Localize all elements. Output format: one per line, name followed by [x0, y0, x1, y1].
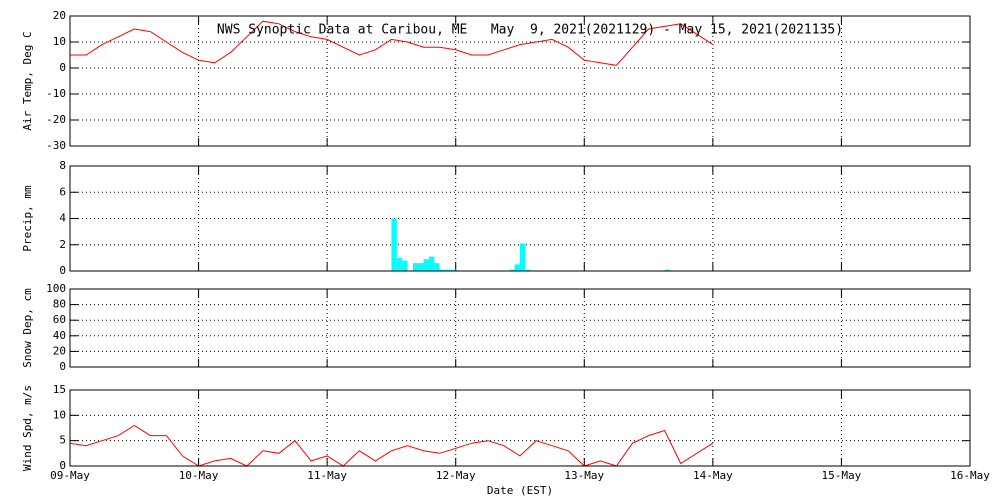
bar — [514, 264, 520, 271]
bar — [434, 263, 440, 271]
y-tick-label: 8 — [59, 159, 66, 172]
y-tick-label: 80 — [53, 298, 66, 311]
y-tick-label: 6 — [59, 185, 66, 198]
x-axis-label: Date (EST) — [487, 484, 553, 497]
chart-title: NWS Synoptic Data at Caribou, ME May 9, … — [217, 23, 843, 38]
plot-frame — [69, 288, 971, 368]
bar — [509, 269, 515, 271]
x-tick-label: 13-May — [564, 469, 604, 482]
x-tick-label: 16-May — [950, 469, 990, 482]
y-tick-label: 10 — [53, 35, 66, 48]
y-tick-label: 20 — [53, 9, 66, 22]
y-tick-label: 0 — [59, 360, 66, 373]
y-axis-label: Precip, mm — [21, 185, 34, 252]
y-axis-label: Snow Dep, cm — [21, 288, 34, 368]
y-tick-label: 10 — [53, 408, 66, 421]
y-tick-label: 60 — [53, 313, 66, 326]
bar — [525, 269, 531, 271]
plot-frame — [69, 15, 971, 147]
y-tick-label: 0 — [59, 264, 66, 277]
x-tick-label: 12-May — [436, 469, 476, 482]
y-tick-label: 40 — [53, 329, 66, 342]
plot-frame — [69, 389, 971, 467]
bar — [450, 269, 456, 271]
y-tick-label: 0 — [59, 61, 66, 74]
plot-frame — [69, 165, 971, 272]
bar — [391, 218, 397, 271]
x-tick-label: 09-May — [50, 469, 90, 482]
y-tick-label: -30 — [46, 139, 66, 152]
y-tick-label: 15 — [53, 383, 66, 396]
bar — [520, 243, 526, 271]
bar — [418, 263, 424, 271]
y-tick-label: -10 — [46, 87, 66, 100]
bar — [445, 269, 451, 271]
y-tick-label: 2 — [59, 238, 66, 251]
y-tick-label: 5 — [59, 434, 66, 447]
bar — [402, 260, 408, 271]
y-tick-label: -20 — [46, 113, 66, 126]
bar — [423, 259, 429, 271]
bar — [428, 256, 435, 271]
y-tick-label: 100 — [46, 282, 66, 295]
y-tick-label: 20 — [53, 344, 66, 357]
data-line — [70, 20, 714, 66]
bar — [396, 257, 403, 271]
x-tick-label: 14-May — [693, 469, 733, 482]
x-tick-label: 15-May — [822, 469, 862, 482]
x-tick-label: 11-May — [307, 469, 347, 482]
x-tick-label: 10-May — [179, 469, 219, 482]
data-line — [69, 424, 714, 467]
y-tick-label: 4 — [59, 212, 66, 225]
bar — [664, 269, 670, 271]
y-tick-label: 0 — [59, 459, 66, 472]
bar — [439, 269, 445, 271]
y-axis-label: Wind Spd, m/s — [21, 385, 34, 471]
bar — [412, 263, 419, 271]
y-axis-label: Air Temp, Deg C — [21, 31, 34, 130]
